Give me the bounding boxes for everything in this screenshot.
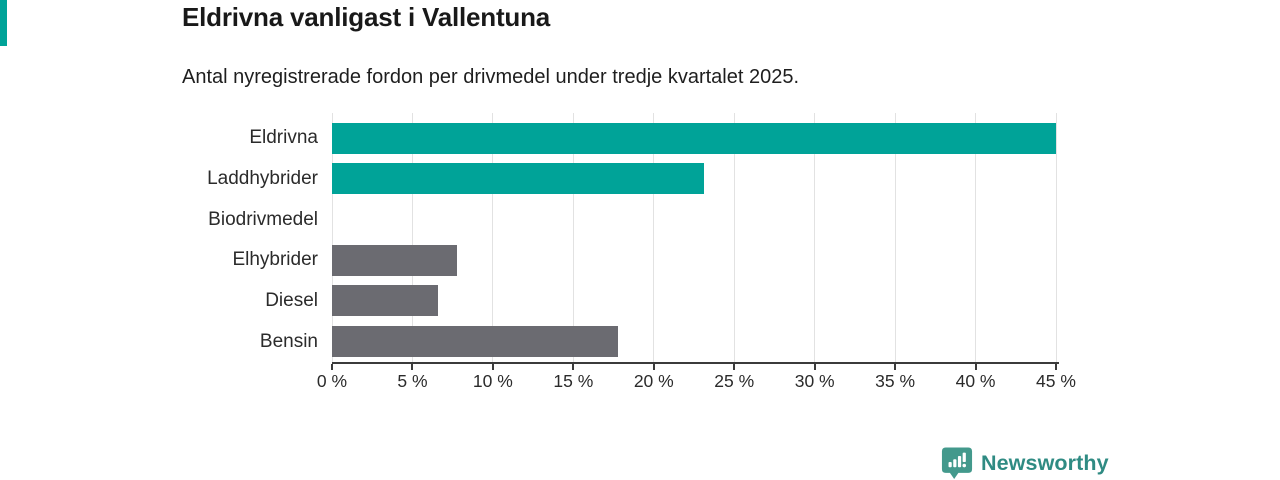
x-tick-label: 30 % — [794, 371, 835, 391]
x-tick-label: 5 % — [397, 371, 428, 391]
bar-row: Biodrivmedel — [0, 199, 1056, 240]
x-tick — [894, 364, 897, 370]
x-tick — [331, 364, 333, 370]
category-label: Elhybrider — [232, 249, 318, 271]
category-label: Laddhybrider — [207, 167, 318, 189]
x-tick — [1055, 364, 1057, 370]
x-tick-label: 20 % — [633, 371, 674, 391]
brand-name: Newsworthy — [981, 450, 1109, 475]
bar-track — [332, 326, 1056, 358]
x-tick — [974, 364, 977, 370]
gridline — [653, 113, 655, 362]
bar-track — [332, 204, 1056, 235]
x-tick-label: 35 % — [875, 371, 916, 391]
bar-eldrivna — [332, 122, 1056, 154]
x-tick — [491, 364, 494, 370]
bar-laddhybrider — [332, 163, 704, 195]
brand-accent-stripe — [0, 0, 7, 46]
x-tick-label: 40 % — [955, 371, 996, 391]
newsworthy-bubble-chart-icon — [941, 447, 973, 479]
category-label: Biodrivmedel — [208, 208, 318, 230]
x-tick — [652, 364, 655, 370]
x-tick-label: 15 % — [553, 371, 594, 391]
gridline — [814, 113, 816, 362]
gridline — [733, 113, 735, 362]
bar-row: Eldrivna — [0, 118, 1056, 159]
bar-row: Elhybrider — [0, 240, 1056, 281]
gridline — [1055, 113, 1057, 362]
gridline — [894, 113, 896, 362]
gridline — [492, 113, 494, 362]
chart-subtitle: Antal nyregistrerade fordon per drivmede… — [182, 66, 800, 88]
bar-track — [332, 244, 1056, 276]
plot-gridlines — [331, 113, 1057, 362]
bar-diesel — [332, 285, 439, 317]
gridline — [975, 113, 977, 362]
chart-title: Eldrivna vanligast i Vallentuna — [182, 2, 551, 32]
bar-row: Bensin — [0, 321, 1056, 362]
category-label: Bensin — [259, 330, 318, 352]
category-label: Eldrivna — [249, 127, 318, 149]
x-tick — [733, 364, 736, 370]
gridline — [331, 113, 333, 362]
x-tick — [572, 364, 575, 370]
bar-elhybrider — [332, 244, 458, 276]
bar-bensin — [332, 326, 619, 358]
x-tick-label: 0 % — [316, 371, 348, 391]
x-axis-line — [332, 362, 1059, 364]
bar-row: Laddhybrider — [0, 159, 1056, 200]
x-tick — [813, 364, 816, 370]
bar-track — [332, 163, 1056, 195]
bar-rows: Eldrivna Laddhybrider Biodrivmedel Elhybrid… — [0, 118, 1056, 362]
bar-track — [332, 122, 1056, 154]
brand-logo: Newsworthy — [941, 446, 1109, 480]
bar-row: Diesel — [0, 281, 1056, 322]
gridline — [572, 113, 574, 362]
x-tick — [411, 364, 414, 370]
x-tick-label: 45 % — [1036, 371, 1076, 391]
x-tick-label: 25 % — [714, 371, 755, 391]
bar-track — [332, 285, 1056, 317]
category-label: Diesel — [265, 289, 318, 311]
x-tick-label: 10 % — [472, 371, 513, 391]
gridline — [411, 113, 413, 362]
